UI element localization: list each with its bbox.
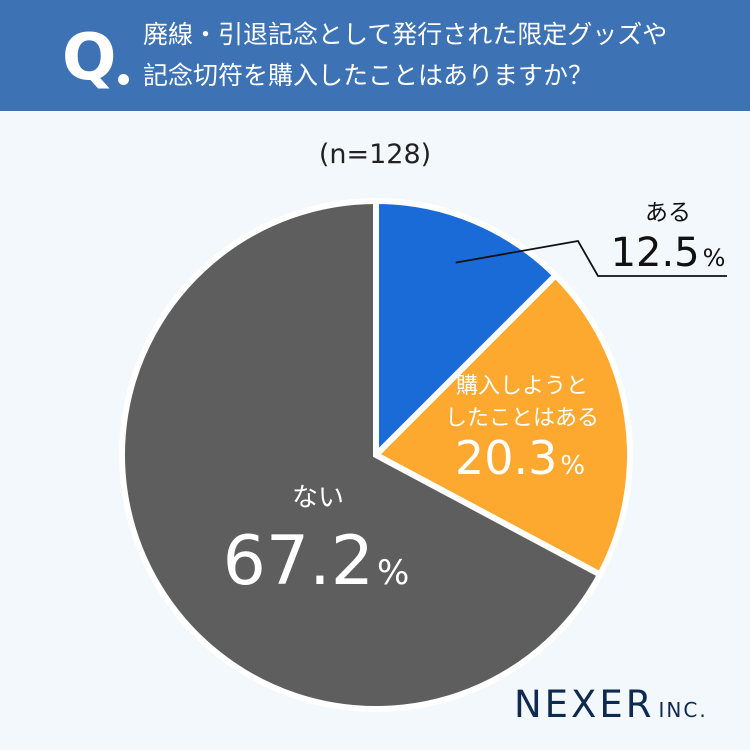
question-text-line-1: 廃線・引退記念として発行された限定グッズや	[143, 20, 668, 49]
question-header: Q 廃線・引退記念として発行された限定グッズや 記念切符を購入したことはあります…	[0, 0, 750, 111]
slice-2-value: 20.3%	[455, 431, 585, 485]
question-mark-dot	[118, 74, 129, 85]
slice-3-value: 67.2%	[223, 522, 410, 601]
question-text-line-2: 記念切符を購入したことはありますか？	[143, 61, 594, 90]
sample-size: (n=128)	[318, 139, 432, 170]
logo-wordmark: NEXER	[514, 683, 655, 726]
slice-2-label-line-2: したことはある	[445, 406, 599, 431]
slice-2-label-line-1: 購入しようと	[456, 374, 588, 399]
slice-1-value: 12.5%	[611, 230, 726, 276]
pie-slice-2	[371, 271, 633, 579]
pie-slice-3	[119, 197, 605, 712]
nexer-logo: NEXER INC.	[514, 683, 708, 732]
logo-suffix: INC.	[658, 698, 708, 722]
slice-1-label: ある	[645, 200, 691, 226]
question-mark: Q	[62, 21, 117, 95]
pie-slices	[119, 197, 633, 712]
slice-3-label: ない	[292, 483, 344, 513]
pie-slice-1	[373, 197, 560, 463]
callout-leader-line	[455, 240, 727, 277]
